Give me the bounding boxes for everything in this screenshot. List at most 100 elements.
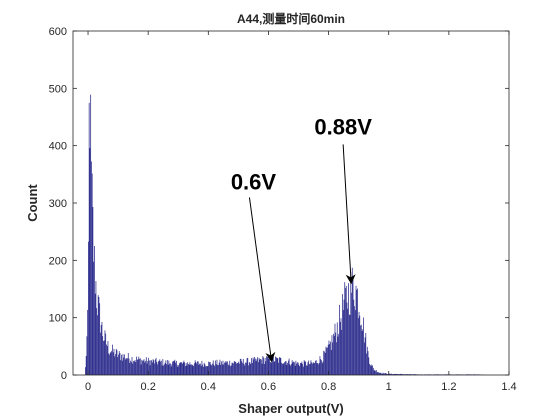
histogram-bar (108, 353, 110, 375)
histogram-bar (169, 363, 170, 375)
histogram-bar (385, 373, 387, 375)
histogram-bar (242, 359, 244, 375)
histogram-bar (198, 364, 200, 375)
histogram-bar (310, 360, 312, 375)
histogram-bar (224, 362, 225, 375)
histogram-bar (139, 358, 141, 375)
histogram-bar (337, 336, 339, 375)
histogram-bar (229, 360, 231, 375)
x-tick-label: 1.2 (441, 381, 456, 393)
histogram-bar (165, 360, 167, 375)
histogram-bar (392, 374, 394, 375)
histogram-bar (112, 352, 114, 375)
histogram-bar (233, 361, 235, 375)
histogram-bar (375, 371, 376, 375)
histogram-bar (366, 346, 368, 375)
histogram-bar (273, 361, 275, 375)
histogram-bar (117, 357, 119, 375)
histogram-bar (123, 357, 125, 375)
histogram-bar (171, 364, 173, 375)
histogram-bar (225, 362, 227, 375)
histogram-bar (148, 360, 150, 375)
histogram-bar (280, 358, 282, 375)
histogram-bar (154, 359, 156, 375)
histogram-bar (255, 361, 257, 375)
histogram-bar (149, 365, 151, 375)
histogram-bar (243, 363, 245, 375)
histogram-bar (223, 364, 225, 375)
histogram-bar (335, 332, 337, 375)
histogram-bar (144, 362, 146, 375)
histogram-bar (210, 364, 212, 375)
histogram-bar (183, 360, 185, 375)
histogram-bar (121, 360, 123, 375)
histogram-bar (103, 340, 104, 375)
histogram-bar (231, 362, 233, 375)
histogram-bar (303, 360, 305, 375)
histogram-bar (375, 370, 377, 375)
histogram-bar (86, 336, 88, 375)
histogram-bar (154, 363, 155, 375)
histogram-bar (104, 330, 106, 375)
histogram-bar (114, 356, 116, 375)
histogram-bar (241, 361, 243, 375)
histogram-bar (403, 374, 404, 375)
histogram-bar (188, 364, 190, 375)
histogram-bar (354, 310, 356, 375)
histogram-bar (402, 374, 404, 375)
histogram-bar (194, 363, 195, 375)
histogram-bar (158, 360, 160, 375)
histogram-bar (236, 363, 237, 375)
histogram-bar (364, 337, 366, 375)
histogram-bar (219, 359, 221, 375)
histogram-bar (145, 357, 147, 375)
histogram-bar (245, 362, 247, 375)
histogram-bar (167, 364, 169, 375)
histogram-bar (143, 359, 145, 375)
histogram-bar (395, 374, 397, 375)
histogram-bar (352, 278, 354, 375)
histogram-bar (200, 363, 201, 375)
histogram-bar (218, 362, 220, 375)
histogram-bar (291, 364, 292, 375)
histogram-bar (118, 351, 120, 375)
histogram-bar (211, 365, 213, 375)
histogram-bar (98, 297, 100, 375)
histogram-bar (237, 362, 239, 375)
histogram-bar (175, 360, 177, 375)
histogram-bar (161, 365, 163, 375)
annotation-arrow (342, 144, 356, 285)
histogram-bar (251, 363, 253, 375)
histogram-bar (309, 364, 310, 375)
histogram-bar (321, 363, 323, 375)
histogram-bar (284, 362, 285, 375)
histogram-bar (185, 363, 187, 375)
histogram-bar (269, 361, 271, 375)
histogram-bar (227, 361, 228, 375)
histogram-bar (157, 361, 159, 375)
histogram-bar (97, 315, 98, 375)
histogram-bar (309, 363, 311, 375)
histogram-bar (272, 355, 273, 375)
histogram-bar (318, 364, 319, 375)
histogram-bar (220, 364, 222, 375)
histogram-bar (256, 359, 258, 375)
histogram-bar (322, 361, 324, 375)
histogram-bar (224, 361, 226, 375)
histogram-bar (106, 346, 108, 375)
histogram-bar (257, 357, 258, 375)
histogram-bar (212, 363, 213, 375)
annotations: 0.6V 0.88V (231, 114, 372, 363)
histogram-bar (85, 356, 87, 375)
histogram-bar (304, 361, 306, 375)
histogram-bar (173, 361, 175, 375)
histogram-bar (127, 358, 128, 375)
histogram-bar (140, 364, 142, 375)
histogram-bar (312, 362, 314, 375)
histogram-bar (88, 102, 90, 376)
histogram-bar (91, 173, 93, 375)
histogram-bar (239, 358, 241, 375)
histogram-bar (236, 362, 238, 375)
histogram-bar (196, 363, 198, 375)
histogram-bar (351, 292, 352, 375)
